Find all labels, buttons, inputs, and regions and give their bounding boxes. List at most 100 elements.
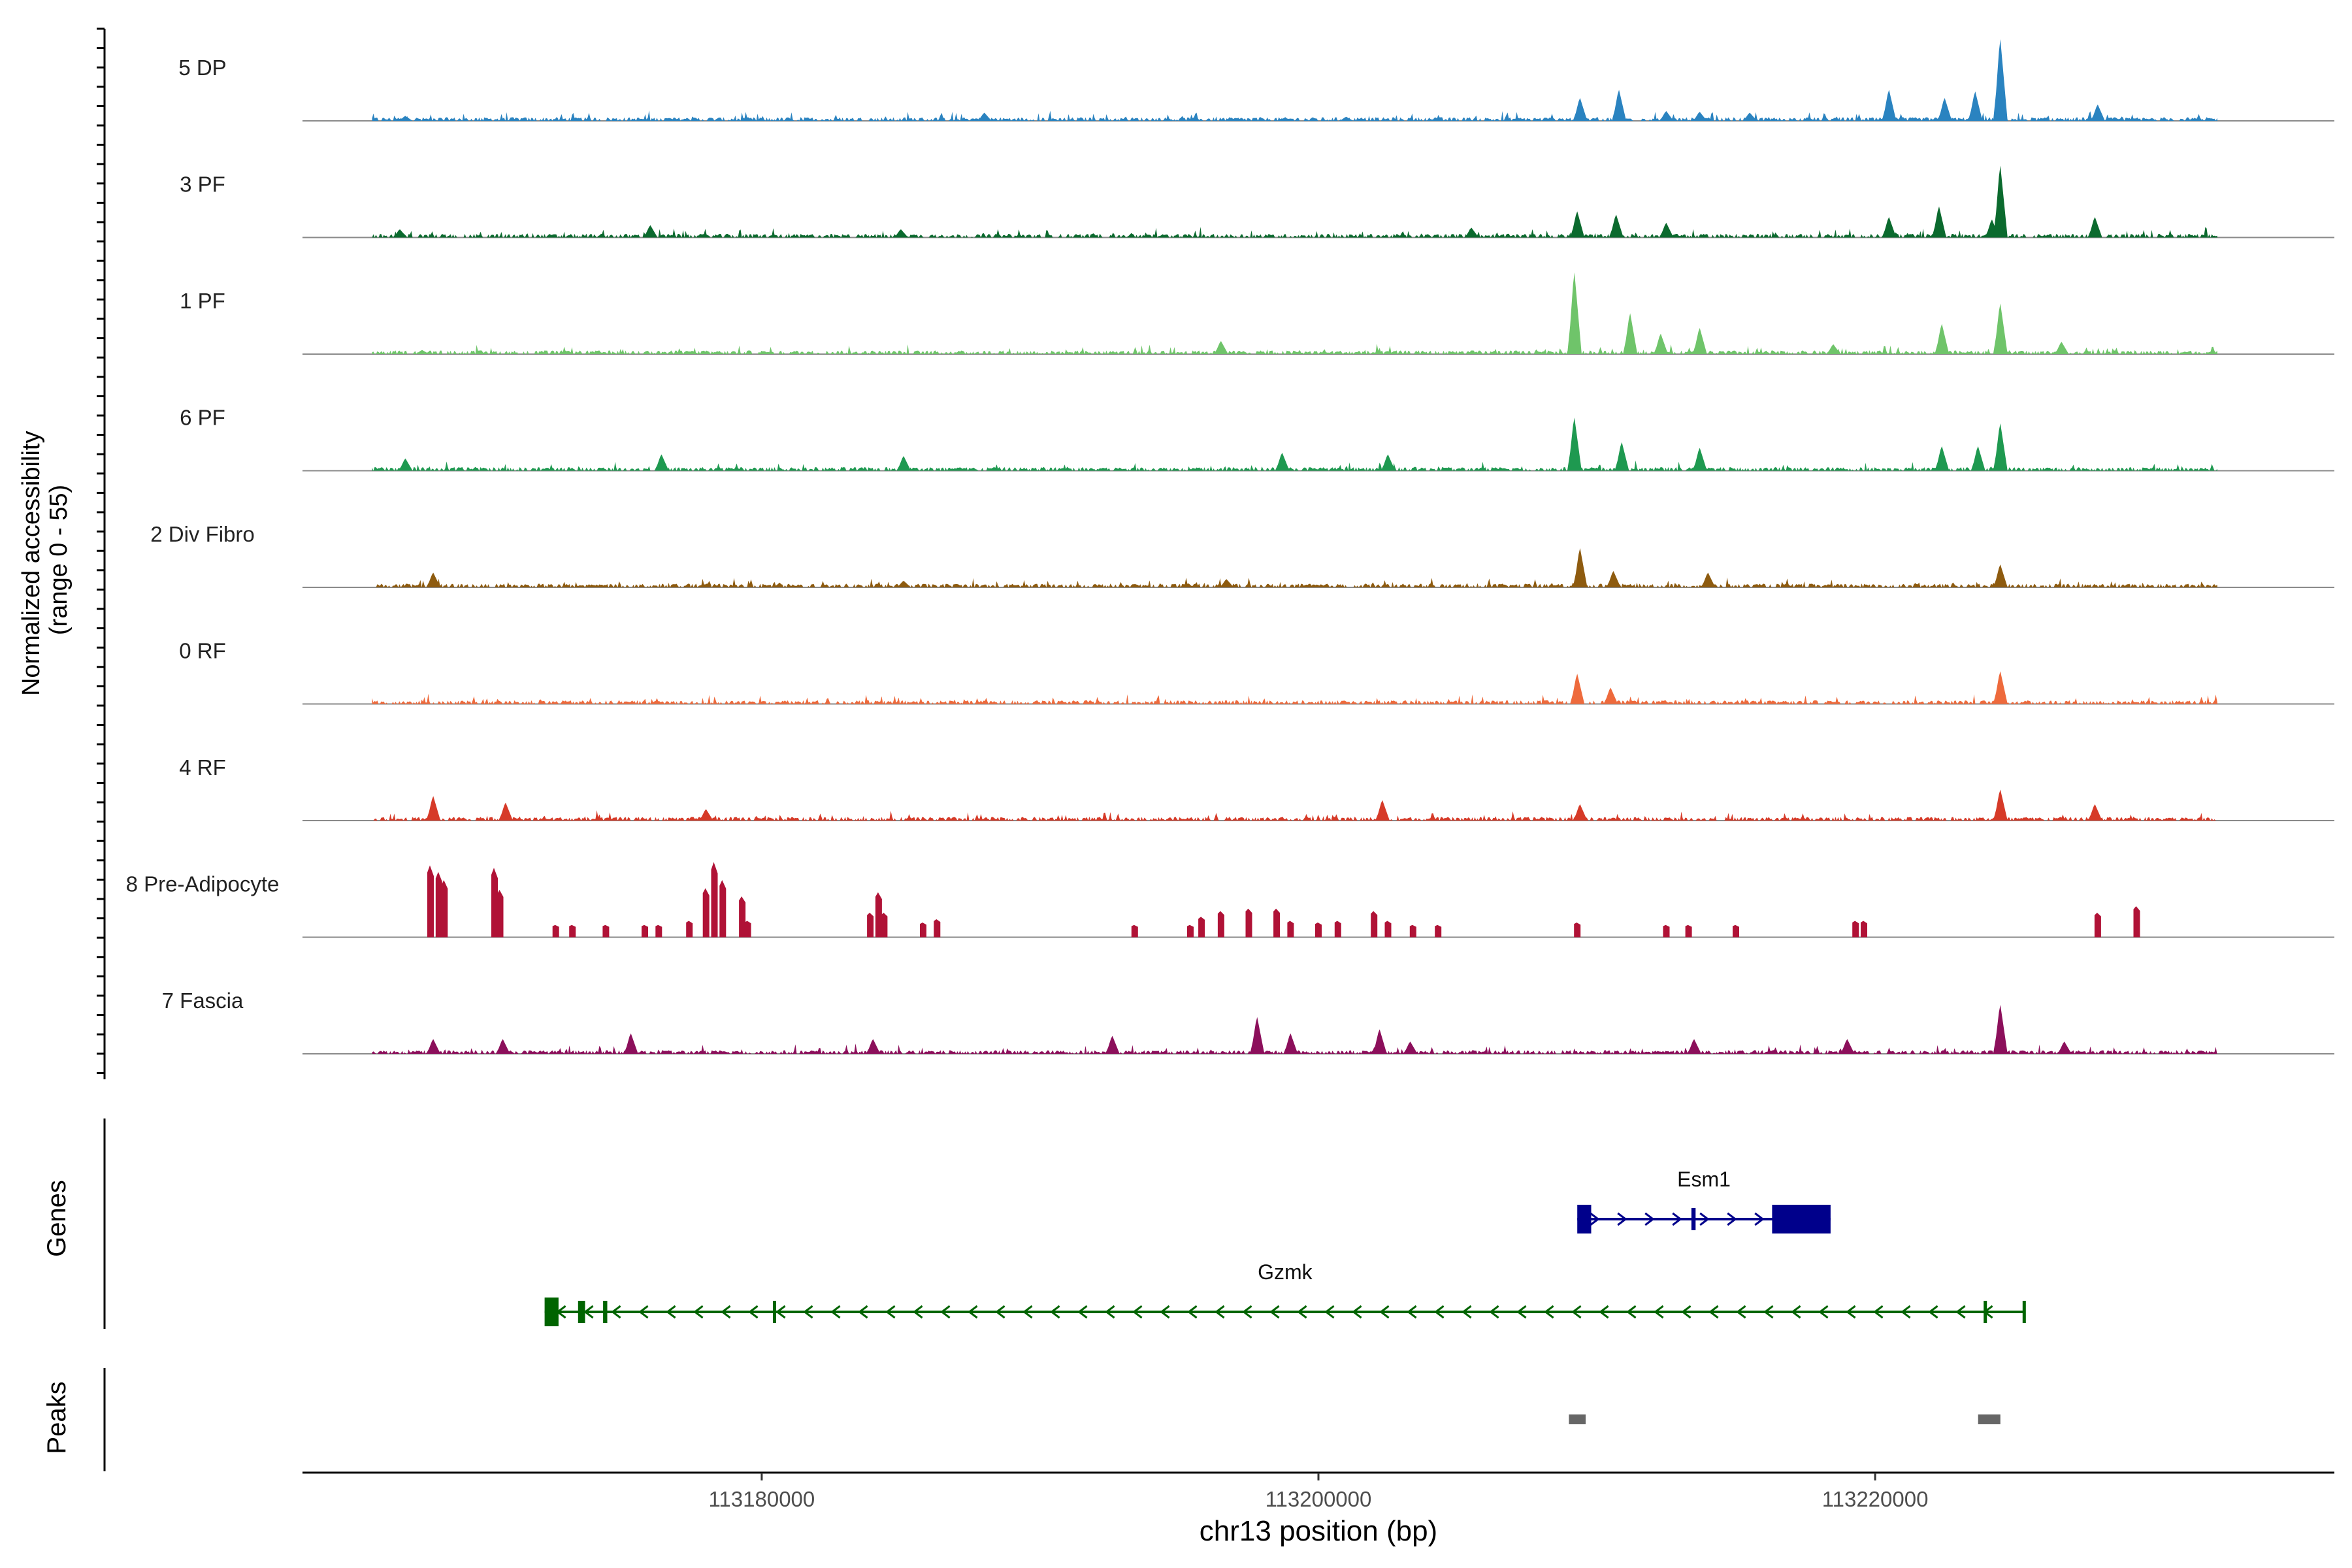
coverage-peak-6 xyxy=(1692,328,1707,354)
strand-chevron-43 xyxy=(1736,1305,1746,1319)
strand-chevron-29 xyxy=(1352,1305,1362,1319)
track-label: 7 Fascia xyxy=(162,988,244,1013)
x-axis-ticks: 113180000 113200000 113220000 xyxy=(709,1473,1929,1511)
strand-chevron-32 xyxy=(1434,1305,1445,1319)
coverage-peak-26 xyxy=(1273,908,1281,938)
strand-chevron-14 xyxy=(940,1305,951,1319)
coverage-peak-32 xyxy=(1409,924,1416,938)
track-6-pf: 6 PF xyxy=(180,406,2334,472)
coverage-peak-5 xyxy=(1250,1017,1265,1054)
coverage-peak-0 xyxy=(415,350,430,354)
coverage-peak-37 xyxy=(1733,924,1739,938)
strand-chevron-33 xyxy=(1462,1305,1472,1319)
coverage-peak-0 xyxy=(398,458,413,471)
strand-chevron-31 xyxy=(1407,1305,1417,1319)
coverage-peak-7 xyxy=(1742,112,1757,121)
coverage-peak-4 xyxy=(1380,454,1396,471)
x-tick-label: 113220000 xyxy=(1822,1487,1929,1511)
strand-chevron-2 xyxy=(611,1305,621,1319)
strand-chevron-5 xyxy=(693,1305,704,1319)
coverage-peak-0 xyxy=(426,572,441,587)
coverage-peak-6 xyxy=(1283,1033,1298,1054)
coverage-peak-2 xyxy=(623,1033,638,1054)
coverage-background xyxy=(372,460,2218,471)
coverage-peak-25 xyxy=(1245,908,1252,938)
strand-chevron-13 xyxy=(913,1305,923,1319)
gene-gzmk: Gzmk xyxy=(544,1260,2026,1326)
coverage-peak-3 xyxy=(1464,227,1479,238)
gene-name: Esm1 xyxy=(1677,1168,1731,1191)
coverage-peak-1 xyxy=(643,225,658,238)
track-4-rf: 4 RF xyxy=(179,755,2334,821)
strand-chevron-1 xyxy=(583,1305,594,1319)
y-axis-title: Normalized accessibility (range 0 - 55) xyxy=(18,424,73,696)
x-tick-label: 113200000 xyxy=(1266,1487,1372,1511)
track-label: 2 Div Fibro xyxy=(150,522,255,546)
coverage-peak-10 xyxy=(1993,423,2008,471)
exon-1 xyxy=(578,1301,585,1323)
coverage-peak-24 xyxy=(1217,911,1224,938)
coverage-peak-4 xyxy=(1606,571,1621,587)
coverage-peak-4 xyxy=(1573,804,1588,821)
coverage-peak-2 xyxy=(1213,341,1228,354)
coverage-peak-4 xyxy=(1105,1036,1120,1054)
exon-2 xyxy=(1772,1205,1831,1233)
coverage-peak-0 xyxy=(427,865,434,938)
coverage-peak-6 xyxy=(1692,112,1707,121)
strand-chevron-34 xyxy=(1489,1305,1499,1319)
coverage-peak-6 xyxy=(569,924,576,938)
coverage-peak-20 xyxy=(934,919,941,938)
strand-chevron-30 xyxy=(1379,1305,1390,1319)
track-label: 5 DP xyxy=(178,56,226,80)
strand-chevron-50 xyxy=(1928,1305,1938,1319)
track-label: 1 PF xyxy=(180,289,225,313)
coverage-peak-8 xyxy=(1932,206,1946,238)
y-axis-title-line2: (range 0 - 55) xyxy=(45,485,73,635)
coverage-peak-1 xyxy=(977,112,992,121)
strand-chevron-20 xyxy=(1105,1305,1115,1319)
coverage-peak-38 xyxy=(1852,921,1859,938)
coverage-peak-10 xyxy=(686,921,693,938)
strand-chevron-4 xyxy=(1699,1212,1710,1226)
coverage-peak-1 xyxy=(435,872,442,938)
coverage-peak-27 xyxy=(1287,921,1294,938)
strand-chevron-12 xyxy=(885,1305,896,1319)
coverage-background xyxy=(372,227,2218,238)
gene-annotations: Esm1 Gzmk xyxy=(544,1168,2026,1326)
coverage-peak-5 xyxy=(552,924,559,938)
coverage-peak-10 xyxy=(1840,1039,1855,1054)
coverage-peak-19 xyxy=(920,923,926,938)
strand-chevron-35 xyxy=(1516,1305,1527,1319)
coverage-peak-7 xyxy=(602,924,610,938)
strand-chevron-28 xyxy=(1324,1305,1335,1319)
coverage-peak-3 xyxy=(1375,800,1390,821)
coverage-peak-0 xyxy=(426,796,441,821)
coverage-peak-8 xyxy=(642,924,648,938)
coverage-peak-9 xyxy=(1993,303,2008,354)
coverage-peak-2 xyxy=(698,809,713,821)
coverage-background xyxy=(372,693,2218,704)
coverage-peak-6 xyxy=(1614,442,1629,471)
coverage-peak-0 xyxy=(426,1039,441,1054)
coverage-peak-8 xyxy=(1935,446,1950,471)
strand-chevron-51 xyxy=(1955,1305,1966,1319)
coverage-peak-9 xyxy=(1970,446,1985,471)
strand-chevron-10 xyxy=(830,1305,841,1319)
strand-chevron-6 xyxy=(721,1305,731,1319)
exon-0 xyxy=(544,1298,559,1326)
coverage-peak-4 xyxy=(497,890,504,938)
track-1-pf: 1 PF xyxy=(180,272,2334,355)
strand-chevron-24 xyxy=(1215,1305,1225,1319)
coverage-y-ticks xyxy=(97,27,105,1074)
strand-chevron-23 xyxy=(1187,1305,1198,1319)
coverage-peak-29 xyxy=(1334,921,1341,938)
track-label: 3 PF xyxy=(180,172,225,197)
peak-region-0 xyxy=(1569,1414,1586,1424)
coverage-peak-1 xyxy=(498,802,513,821)
coverage-peak-5 xyxy=(1654,333,1668,354)
strand-chevron-5 xyxy=(1727,1212,1737,1226)
coverage-peak-40 xyxy=(2094,913,2101,938)
strand-chevron-16 xyxy=(995,1305,1005,1319)
coverage-peak-2 xyxy=(1339,116,1354,121)
